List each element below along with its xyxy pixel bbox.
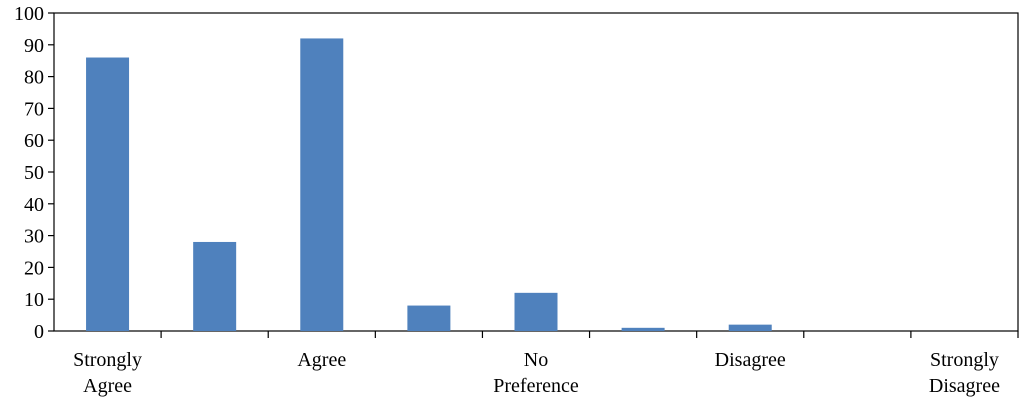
y-tick-label: 30 [24,226,44,248]
bar [86,57,130,332]
bar [514,292,558,331]
x-tick-label: Agree [297,349,346,371]
y-tick-label: 40 [24,194,44,216]
y-tick-label: 20 [24,257,44,279]
bar [193,241,237,331]
x-tick-label: Disagree [715,349,786,371]
y-tick-label: 100 [14,3,44,25]
x-tick-label: Strongly Agree [73,349,142,397]
y-tick-label: 70 [24,98,44,120]
bar [300,38,344,331]
y-tick-label: 60 [24,130,44,152]
y-tick-label: 10 [24,289,44,311]
bar [407,305,451,331]
y-axis: 0 10 20 30 40 50 60 70 80 90 100 [14,3,54,343]
y-tick-label: 80 [24,67,44,89]
y-tick-label: 90 [24,35,44,57]
y-tick-label: 50 [24,162,44,184]
y-tick-label: 0 [34,321,44,343]
bar [728,324,772,331]
bar [621,327,665,331]
x-tick-label: Strongly Disagree [929,349,1000,397]
x-tick-label: No Preference [493,349,579,397]
x-axis: Strongly Agree Agree No Preference Disagree St… [73,331,1019,397]
bars-group [86,38,772,332]
